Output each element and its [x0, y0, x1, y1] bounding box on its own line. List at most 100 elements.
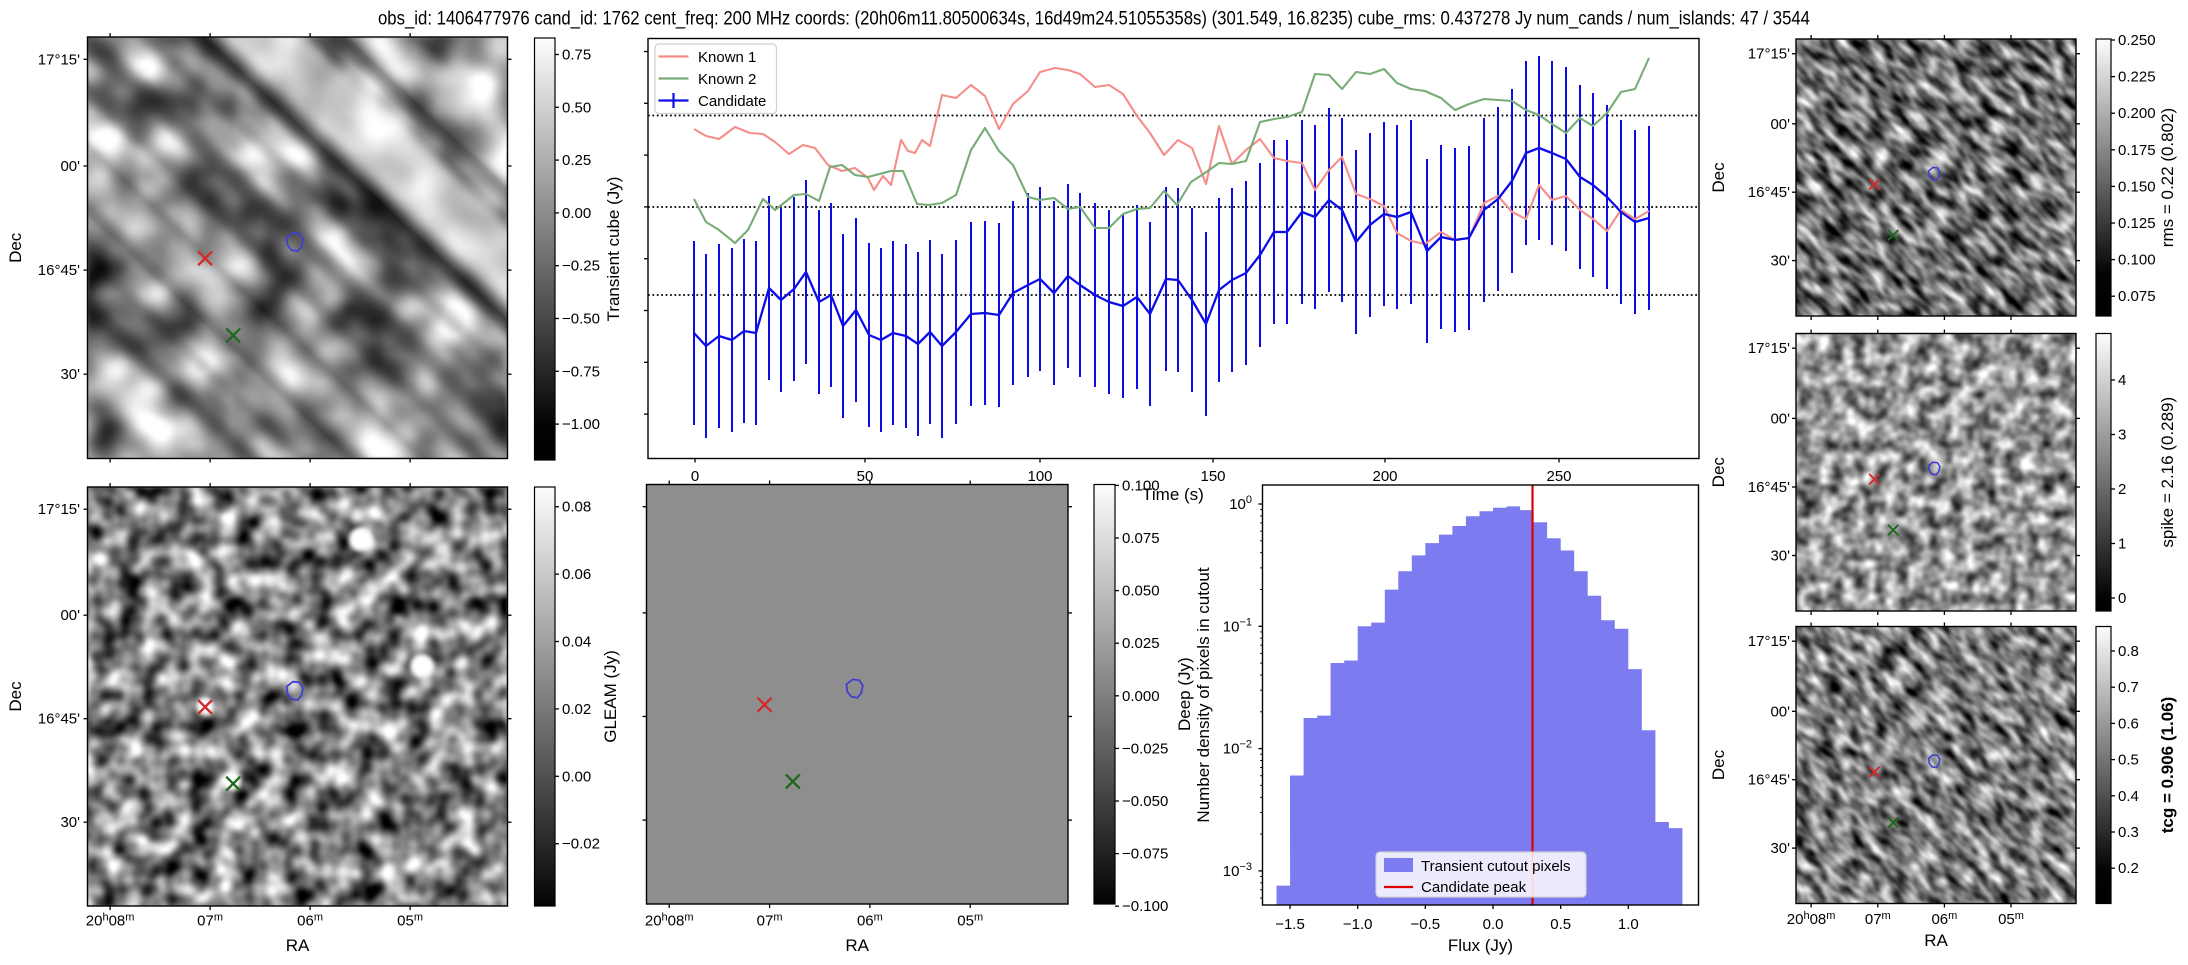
svg-text:Dec: Dec: [1709, 749, 1728, 780]
svg-text:16°45': 16°45': [1748, 184, 1790, 201]
svg-text:−0.100: −0.100: [1122, 898, 1168, 915]
svg-text:17°15': 17°15': [38, 501, 80, 518]
svg-text:Candidate peak: Candidate peak: [1421, 879, 1527, 896]
svg-text:0.5: 0.5: [1550, 916, 1571, 933]
svg-text:0.125: 0.125: [2118, 215, 2156, 232]
svg-text:−0.50: −0.50: [562, 311, 600, 328]
svg-text:0.4: 0.4: [2118, 788, 2139, 805]
svg-text:−0.075: −0.075: [1122, 846, 1168, 863]
svg-text:3: 3: [2118, 427, 2126, 444]
svg-text:spike = 2.16 (0.289): spike = 2.16 (0.289): [2158, 397, 2177, 548]
svg-text:0.100: 0.100: [2118, 252, 2156, 269]
svg-text:−0.050: −0.050: [1122, 793, 1168, 810]
svg-text:0.050: 0.050: [1122, 583, 1160, 600]
svg-text:0.100: 0.100: [1122, 477, 1160, 494]
svg-text:tcg = 0.906 (1.06): tcg = 0.906 (1.06): [2158, 697, 2177, 834]
svg-text:0.00: 0.00: [562, 768, 591, 785]
svg-text:0.02: 0.02: [562, 701, 591, 718]
svg-text:100: 100: [1027, 468, 1052, 485]
svg-text:0.0: 0.0: [1483, 916, 1504, 933]
svg-text:Known 2: Known 2: [698, 71, 756, 88]
svg-text:GLEAM (Jy): GLEAM (Jy): [601, 650, 620, 743]
svg-text:17°15': 17°15': [1748, 633, 1790, 650]
svg-text:0.06: 0.06: [562, 566, 591, 583]
svg-text:Dec: Dec: [6, 232, 25, 263]
svg-text:−0.02: −0.02: [562, 836, 600, 853]
svg-text:00': 00': [1770, 410, 1790, 427]
svg-text:0.225: 0.225: [2118, 69, 2156, 86]
svg-text:30': 30': [1770, 548, 1790, 565]
svg-text:30': 30': [60, 814, 80, 831]
svg-text:−0.025: −0.025: [1122, 740, 1168, 757]
svg-text:rms = 0.22 (0.802): rms = 0.22 (0.802): [2158, 108, 2177, 247]
svg-text:0.175: 0.175: [2118, 142, 2156, 159]
svg-text:−1.00: −1.00: [562, 416, 600, 433]
svg-text:0.8: 0.8: [2118, 643, 2139, 660]
svg-text:0.2: 0.2: [2118, 860, 2139, 877]
svg-text:30': 30': [1770, 253, 1790, 270]
svg-text:00': 00': [60, 607, 80, 624]
svg-text:17°15': 17°15': [38, 51, 80, 68]
svg-text:0.000: 0.000: [1122, 688, 1160, 705]
svg-text:0.04: 0.04: [562, 634, 591, 651]
svg-text:0.50: 0.50: [562, 99, 591, 116]
svg-text:0.5: 0.5: [2118, 752, 2139, 769]
svg-text:0.6: 0.6: [2118, 715, 2139, 732]
svg-text:1.0: 1.0: [1618, 916, 1639, 933]
svg-text:0.025: 0.025: [1122, 635, 1160, 652]
svg-text:0.200: 0.200: [2118, 105, 2156, 122]
svg-text:00': 00': [1770, 116, 1790, 133]
svg-text:Dec: Dec: [1709, 457, 1728, 488]
svg-text:20h08m: 20h08m: [645, 912, 694, 930]
svg-text:0.7: 0.7: [2118, 679, 2139, 696]
svg-text:2: 2: [2118, 481, 2126, 498]
svg-text:200: 200: [1372, 468, 1397, 485]
svg-text:17°15': 17°15': [1748, 340, 1790, 357]
svg-text:20h08m: 20h08m: [86, 912, 135, 930]
svg-text:RA: RA: [1924, 931, 1948, 950]
svg-text:17°15': 17°15': [1748, 46, 1790, 63]
svg-text:30': 30': [1770, 840, 1790, 857]
svg-text:Time (s): Time (s): [1142, 485, 1204, 504]
svg-text:0: 0: [2118, 590, 2126, 607]
svg-text:−0.75: −0.75: [562, 363, 600, 380]
svg-text:0.08: 0.08: [562, 499, 591, 516]
svg-text:30': 30': [60, 366, 80, 383]
svg-text:Transient cutout pixels: Transient cutout pixels: [1421, 858, 1571, 875]
svg-text:Dec: Dec: [6, 681, 25, 712]
svg-text:obs_id: 1406477976 cand_id: 17: obs_id: 1406477976 cand_id: 1762 cent_fr…: [378, 8, 1810, 30]
svg-text:0.250: 0.250: [2118, 32, 2156, 49]
svg-text:RA: RA: [286, 936, 310, 955]
svg-text:250: 250: [1546, 468, 1571, 485]
svg-text:0.3: 0.3: [2118, 824, 2139, 841]
svg-text:1: 1: [2118, 536, 2126, 553]
svg-text:0.00: 0.00: [562, 205, 591, 222]
svg-text:16°45': 16°45': [38, 262, 80, 279]
svg-text:0.075: 0.075: [2118, 288, 2156, 305]
svg-text:4: 4: [2118, 372, 2126, 389]
svg-text:RA: RA: [845, 936, 869, 955]
svg-text:16°45': 16°45': [1748, 772, 1790, 789]
svg-text:0: 0: [691, 468, 699, 485]
svg-text:16°45': 16°45': [38, 711, 80, 728]
svg-text:Flux (Jy): Flux (Jy): [1448, 936, 1513, 955]
svg-text:20h08m: 20h08m: [1787, 910, 1836, 928]
svg-text:0.150: 0.150: [2118, 178, 2156, 195]
svg-text:Number density of pixels in cu: Number density of pixels in cutout: [1194, 567, 1213, 822]
svg-text:−0.5: −0.5: [1410, 916, 1440, 933]
svg-text:0.75: 0.75: [562, 47, 591, 64]
svg-text:00': 00': [60, 158, 80, 175]
svg-text:−0.25: −0.25: [562, 258, 600, 275]
svg-text:50: 50: [857, 468, 874, 485]
svg-text:0.25: 0.25: [562, 152, 591, 169]
svg-text:0.075: 0.075: [1122, 530, 1160, 547]
svg-text:−1.0: −1.0: [1343, 916, 1373, 933]
svg-text:Candidate: Candidate: [698, 93, 766, 110]
svg-text:−1.5: −1.5: [1275, 916, 1305, 933]
svg-text:Dec: Dec: [1709, 162, 1728, 193]
svg-text:16°45': 16°45': [1748, 479, 1790, 496]
svg-text:Deep (Jy): Deep (Jy): [1175, 657, 1194, 731]
svg-text:00': 00': [1770, 703, 1790, 720]
svg-text:150: 150: [1200, 468, 1225, 485]
svg-text:Transient cube (Jy): Transient cube (Jy): [604, 177, 623, 322]
